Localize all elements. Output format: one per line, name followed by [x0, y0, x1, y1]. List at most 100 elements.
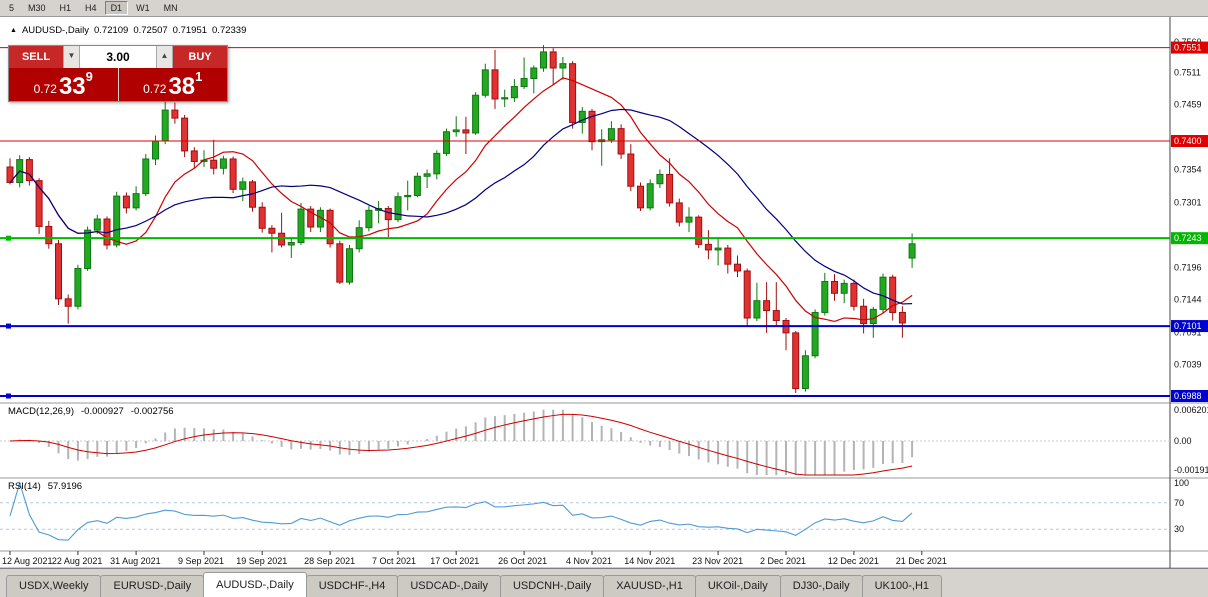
price-badge-0.7101 [1171, 320, 1208, 333]
price-badge-0.7551 [1171, 41, 1208, 54]
timeframe-button-5[interactable]: 5 [9, 3, 15, 13]
timeframe-toolbar: 5 M30 H1 H4 D1 W1 MN [0, 0, 1208, 17]
volume-decrease-button[interactable]: ▼ [63, 46, 80, 68]
rsi-axis-label: 30 [1174, 524, 1184, 534]
candle-body [239, 181, 247, 190]
candle-body [132, 193, 140, 209]
price-axis-label: 0.7039 [1174, 359, 1202, 369]
candle-body [588, 110, 596, 143]
timeframe-button-MN[interactable]: MN [163, 3, 178, 13]
price-badge-label: 0.6988 [1174, 391, 1202, 401]
date-axis-label: 22 Aug 2021 [52, 556, 103, 566]
timeframe-button-H1[interactable]: H1 [59, 3, 72, 13]
candle-body [93, 218, 101, 231]
chart-tab-audusd-daily[interactable]: AUDUSD-,Daily [203, 572, 307, 597]
buy-button[interactable]: BUY [173, 46, 227, 68]
line-handle[interactable] [6, 393, 11, 399]
candle-body [889, 276, 897, 313]
candle-body [55, 243, 62, 300]
candle-body [908, 243, 916, 259]
timeframe-button-M30[interactable]: M30 [28, 3, 46, 13]
candle-body [394, 196, 402, 221]
chart-tab-usdx-weekly[interactable]: USDX,Weekly [6, 575, 102, 597]
sell-button[interactable]: SELL [9, 46, 63, 68]
timeframe-button-D1[interactable]: D1 [104, 1, 129, 15]
candle-body [326, 209, 334, 245]
price-badge-label: 0.7400 [1174, 136, 1202, 146]
price-badge-0.7400 [1171, 135, 1208, 148]
candle-body [578, 110, 586, 123]
candle-body [831, 281, 838, 294]
candle-body [714, 247, 722, 251]
candle-body [181, 117, 189, 152]
ma-slow-line [9, 108, 913, 305]
candle-body [821, 281, 829, 313]
candle-body [704, 243, 712, 251]
chart-tab-usdcnh-daily[interactable]: USDCNH-,Daily [499, 575, 605, 597]
volume-increase-button[interactable]: ▲ [156, 46, 173, 68]
candle-body [501, 97, 509, 100]
volume-input[interactable]: 3.00 [80, 46, 156, 68]
chart-tab-dj30-daily[interactable]: DJ30-,Daily [779, 575, 863, 597]
candle-body [161, 109, 169, 142]
date-axis-label: 2 Dec 2021 [760, 556, 806, 566]
candle-body [734, 263, 741, 272]
chart-tab-ukoil-daily[interactable]: UKOil-,Daily [694, 575, 781, 597]
candle-body [297, 208, 305, 244]
candle-body [549, 51, 557, 69]
candle-body [413, 175, 421, 196]
candle-body [84, 229, 92, 270]
chart-tab-uk100-h1[interactable]: UK100-,H1 [861, 575, 943, 597]
price-axis-label: 0.7091 [1174, 327, 1202, 337]
buy-price-display[interactable]: 0.72 38 1 [117, 68, 227, 101]
chart-symbol-icon: ▲ [10, 27, 17, 34]
candle-body [307, 208, 315, 228]
candle-body [443, 131, 450, 154]
candle-body [510, 86, 518, 99]
candle-body [607, 128, 615, 141]
chart-tab-usdcad-daily[interactable]: USDCAD-,Daily [397, 575, 501, 597]
line-handle[interactable] [6, 235, 11, 241]
candle-body [45, 225, 53, 245]
chart-tab-usdchf-h4[interactable]: USDCHF-,H4 [305, 575, 399, 597]
candle-body [142, 158, 150, 195]
timeframe-button-H4[interactable]: H4 [85, 3, 97, 13]
candle-body [627, 153, 635, 187]
candle-body [472, 94, 480, 134]
candle-body [268, 227, 276, 234]
candle-body [763, 300, 771, 312]
candle-body [64, 298, 72, 307]
chart-tab-eurusd-daily[interactable]: EURUSD-,Daily [100, 575, 205, 597]
candle-body [122, 195, 130, 209]
price-axis-label: 0.7511 [1174, 67, 1201, 77]
candle-body [219, 158, 227, 169]
rsi-line [9, 481, 913, 541]
line-handle[interactable] [6, 323, 11, 329]
date-axis-label: 12 Dec 2021 [828, 556, 879, 566]
candle-body [423, 173, 431, 177]
buy-price-point: 1 [195, 69, 203, 84]
ohlc-high: 0.72507 [133, 25, 168, 36]
candle-body [171, 109, 179, 119]
date-axis-label: 19 Sep 2021 [236, 556, 287, 566]
price-axis-label: 0.7301 [1174, 197, 1202, 207]
candle-body [530, 67, 538, 80]
sell-price-display[interactable]: 0.72 33 9 [9, 68, 118, 101]
chart-tab-xauusd-h1[interactable]: XAUUSD-,H1 [603, 575, 696, 597]
macd-axis-label: 0.006201 [1174, 405, 1208, 415]
price-badge-label: 0.7101 [1174, 321, 1202, 331]
sell-price-base: 0.72 [33, 82, 57, 96]
price-axis-labels: 0.75600.75110.74590.73540.73010.71960.71… [1174, 37, 1202, 369]
date-axis-label: 31 Aug 2021 [110, 556, 161, 566]
candle-body [753, 300, 761, 319]
candle-body [666, 173, 674, 204]
date-axis-label: 7 Oct 2021 [372, 556, 416, 566]
macd-axis-label: 0.00 [1174, 436, 1192, 446]
macd-indicator-label: MACD(12,26,9) -0.000927 -0.002756 [8, 406, 174, 417]
candle-body [569, 63, 577, 123]
candle-body [540, 51, 547, 69]
timeframe-button-W1[interactable]: W1 [136, 3, 150, 13]
price-axis-label: 0.7144 [1174, 294, 1202, 304]
candle-body [229, 158, 237, 190]
